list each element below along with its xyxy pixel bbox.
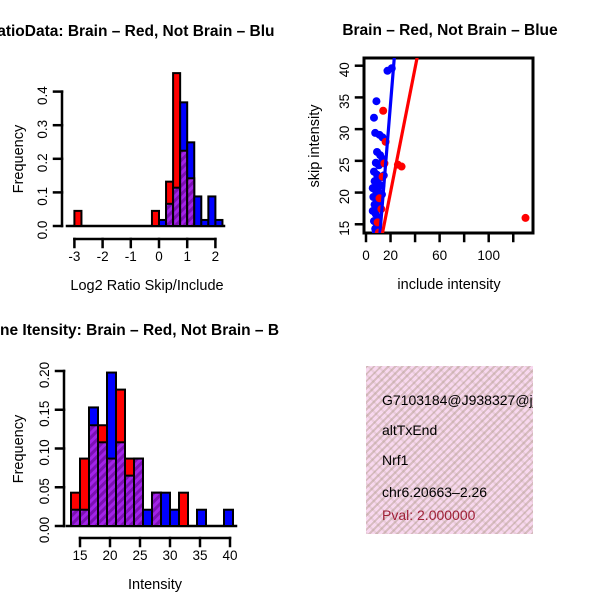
tick-label: 2 [212,249,220,264]
tick-label: -1 [125,249,137,264]
hist-bar-blue [207,195,217,228]
scatter-data [368,58,530,233]
red-point [397,162,406,171]
tick-label: 0.20 [37,362,52,388]
scatter-title: Brain – Red, Not Brain – Blue [342,22,558,39]
hist-bar-overlap [179,149,189,227]
hist-bar-overlap [133,457,144,528]
hist-bar-blue [193,195,203,228]
tick-label: 0 [362,248,370,263]
tick-label: -2 [97,249,109,264]
blue-point [383,66,392,75]
tick-label: -3 [68,249,80,264]
tick-label: 0.4 [35,86,50,105]
hist-bar-overlap [151,491,162,527]
tick-label: 20 [337,189,352,204]
hist-bar-overlap [106,457,117,528]
hist-bar-blue [160,491,171,527]
tick-label: 0.1 [35,187,50,206]
hist-bar-overlap [115,441,126,527]
tick-label: 35 [337,94,352,109]
blue-fit-line [378,58,396,233]
tick-label: 40 [337,62,352,77]
tick-label: 15 [337,221,352,236]
hist-bar-blue [200,218,210,227]
intensity-hist-xlabel: Intensity [128,577,182,593]
red-fit-line [380,58,419,233]
hist-bar-blue [142,508,153,528]
hist-bar-overlap [88,424,99,527]
intensity-histogram: 0.00 0.05 0.10 0.15 0.20 15 20 25 30 35 40 [37,362,238,563]
hist-bar-blue [158,218,168,227]
hist-bar-overlap [124,474,135,527]
tick-label: 100 [477,248,500,263]
include-skip-scatter: 15 20 25 30 35 40 0 20 60 100 [337,56,535,263]
intensity-hist-title: ne Itensity: Brain – Red, Not Brain – B [0,322,280,339]
tick-label: 0.3 [35,120,50,139]
hist-bar-overlap [70,508,81,528]
tick-label: 0.05 [37,478,52,504]
scatter-xlabel: include intensity [397,277,501,293]
info-chromosome-location: chr6.20663–2.26 [382,484,488,500]
blue-point [372,97,381,106]
scatter-ylabel: skip intensity [307,104,323,188]
tick-label: 0 [155,249,163,264]
plot-frame [362,56,535,235]
tick-label: 30 [337,126,352,141]
info-box: G7103184@J938327@j_ altTxEnd Nrf1 chr6.2… [366,366,533,534]
intensity-hist-ylabel: Frequency [11,414,27,484]
tick-label: 0.0 [35,221,50,240]
pval-line: Pval: 2.000000 [382,507,476,523]
info-event-type: altTxEnd [382,422,438,438]
hist-bar-blue [169,508,180,528]
tick-label: 25 [132,548,147,563]
ratio-hist-ylabel: Frequency [11,124,27,194]
info-gene-name: Nrf1 [382,452,409,468]
hist-bar-red [178,491,189,527]
tick-label: 35 [192,548,207,563]
tick-label: 30 [162,548,177,563]
hist-bar-red [150,209,160,228]
tick-label: 0.2 [35,153,50,172]
ratio-hist-title: RatioData: Brain – Red, Not Brain – Blu [0,23,275,40]
tick-label: 1 [183,249,191,264]
info-probe-id: G7103184@J938327@j_ [382,392,533,408]
red-point [521,213,530,222]
blue-point [369,113,378,122]
hist-bar-overlap [165,202,175,228]
ratio-histogram: 0.0 0.1 0.2 0.3 0.4 -3 -2 -1 0 1 2 [35,72,226,264]
tick-label: 20 [383,248,398,263]
red-point [379,106,388,115]
tick-label: 20 [102,548,117,563]
hist-bar-blue [214,218,224,227]
hist-bar-overlap [97,441,108,527]
hist-bar-red [73,209,83,228]
tick-label: 60 [432,248,447,263]
hist-bar-overlap [172,186,182,227]
tick-label: 25 [337,157,352,172]
tick-label: 40 [222,548,237,563]
tick-label: 0.15 [37,401,52,427]
tick-label: 0.10 [37,439,52,465]
hist-bar-blue [223,508,234,528]
tick-label: 15 [72,548,87,563]
ratio-hist-xlabel: Log2 Ratio Skip/Include [70,278,224,294]
hist-bar-blue [196,508,207,528]
hist-bar-overlap [79,508,90,528]
tick-label: 0.00 [37,517,52,543]
hist-bar-overlap [186,177,196,227]
